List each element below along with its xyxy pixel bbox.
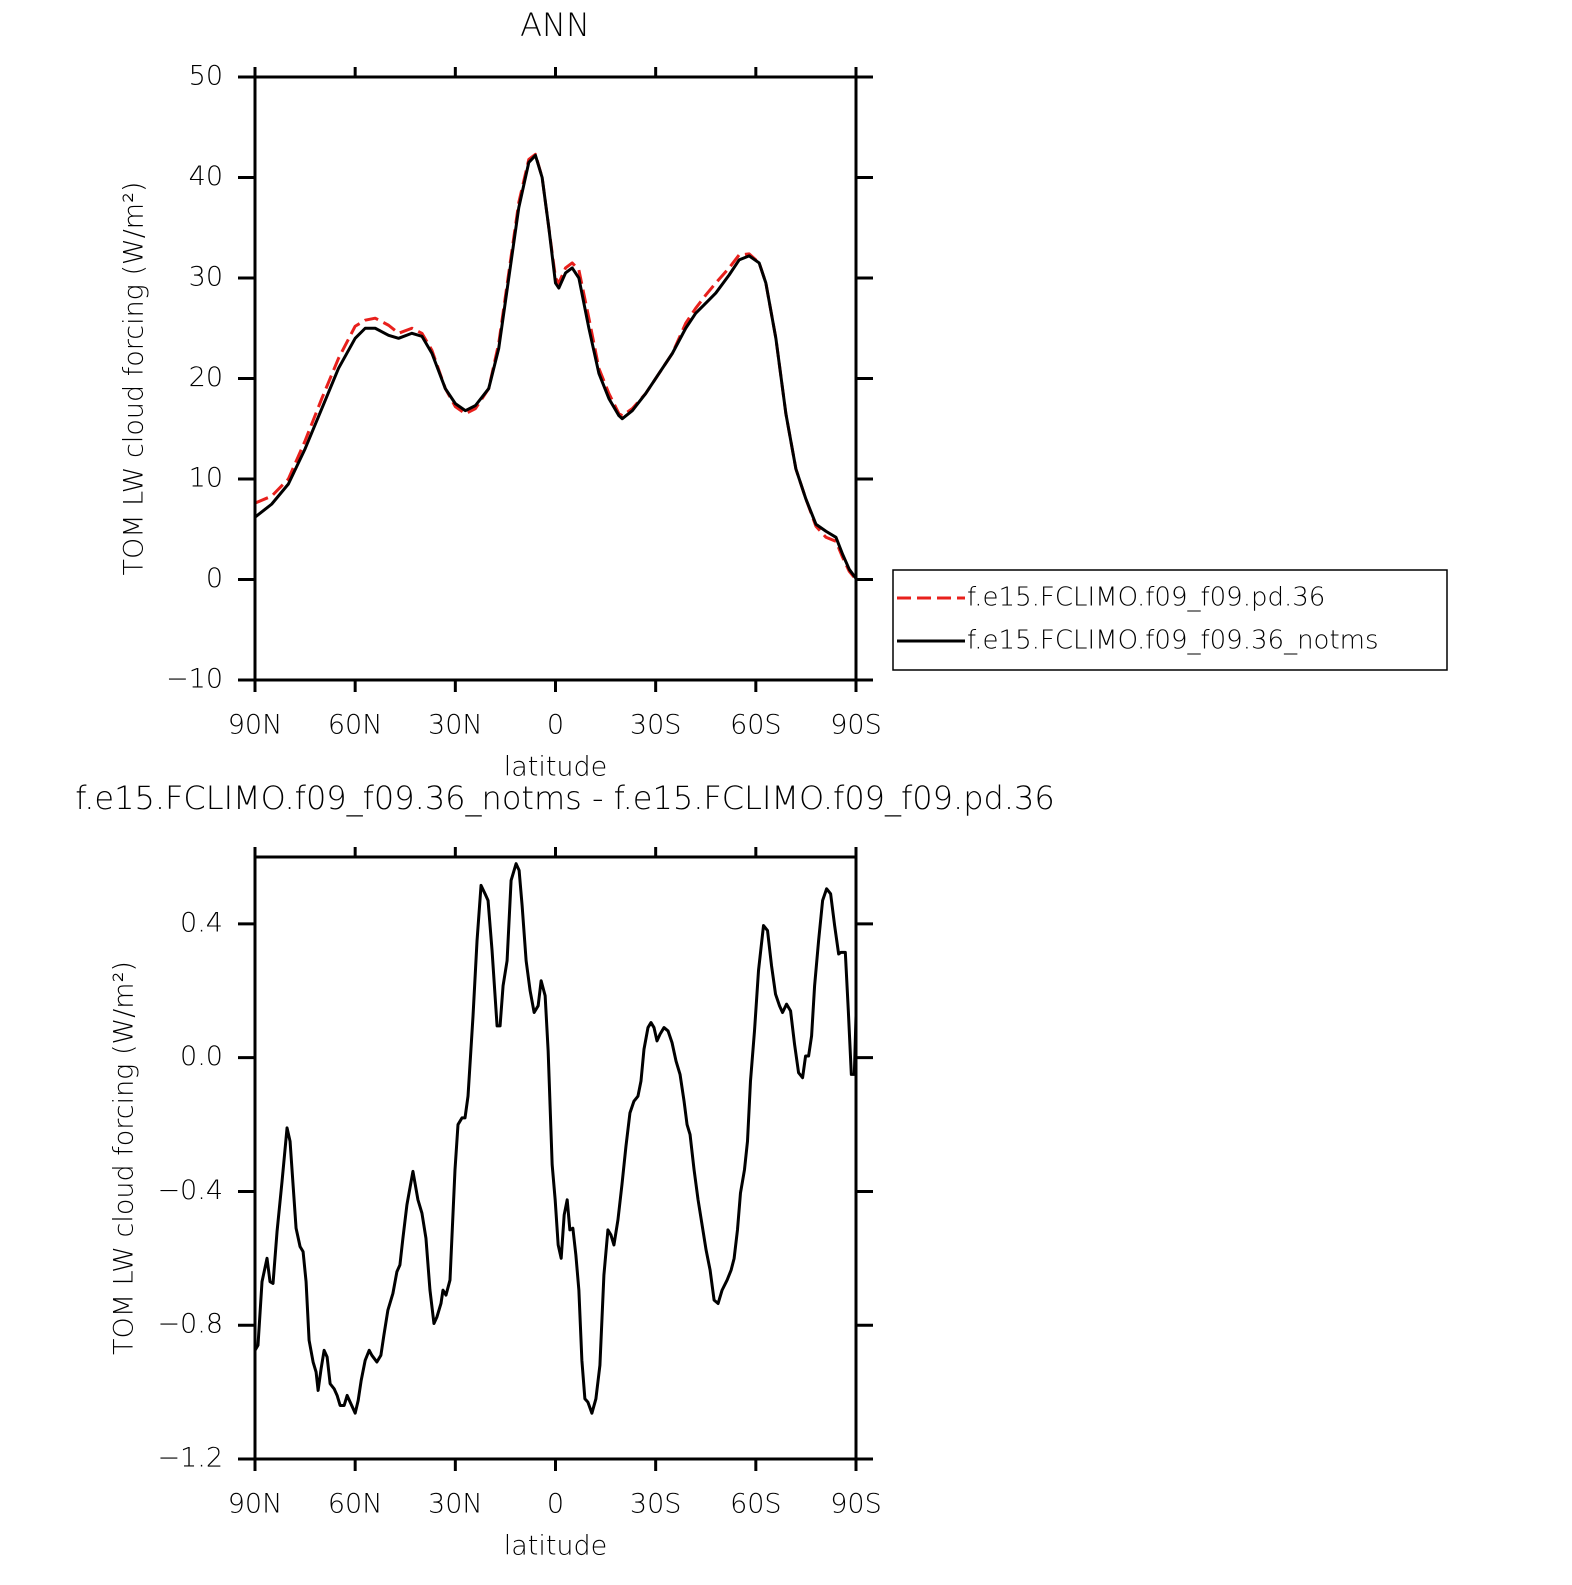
chart-title: ANN [520,6,590,44]
plot-frame [253,75,858,682]
y-tick-label: −1.2 [157,1443,223,1474]
legend-label: f.e15.FCLIMO.f09_f09.pd.36 [967,583,1325,613]
x-tick-label: 60N [328,710,383,741]
y-tick-label: 20 [189,362,223,393]
y-tick-label: 0.0 [180,1041,223,1072]
x-tick-label: 30S [630,1489,682,1520]
x-tick-label: 90S [830,1489,882,1520]
data-line [254,153,858,580]
x-tick-label: 0 [547,1489,564,1520]
y-tick-label: 40 [189,161,223,192]
legend: f.e15.FCLIMO.f09_f09.pd.36 f.e15.FCLIMO.f… [892,569,1448,671]
y-tick-label: 0.4 [180,907,223,938]
y-tick-label: 10 [189,463,223,494]
x-tick-label: 60S [730,710,782,741]
y-tick-label: 50 [189,61,223,92]
data-line [254,152,858,581]
x-tick-label: 90N [228,1489,283,1520]
data-line [253,862,858,1415]
x-tick-label: 60S [730,1489,782,1520]
x-axis-label: latitude [504,1531,608,1562]
legend-box [892,569,1448,671]
legend-label: f.e15.FCLIMO.f09_f09.36_notms [967,626,1379,656]
x-axis-label: latitude [504,752,608,783]
y-axis-label: TOM LW cloud forcing (W/m²) [119,182,150,576]
y-tick-label: −10 [166,664,223,695]
y-tick-label: −0.8 [157,1309,223,1340]
y-tick-label: −0.4 [157,1175,223,1206]
x-tick-label: 30N [428,1489,483,1520]
y-axis-label: TOM LW cloud forcing (W/m²) [109,961,140,1355]
x-tick-label: 60N [328,1489,383,1520]
chart-title: f.e15.FCLIMO.f09_f09.36_notms - f.e15.FC… [75,779,1054,817]
y-tick-label: 30 [189,262,223,293]
plot-frame [253,855,858,1461]
x-tick-label: 0 [547,710,564,741]
x-tick-label: 90N [228,710,283,741]
x-tick-label: 30N [428,710,483,741]
x-tick-label: 30S [630,710,682,741]
y-tick-label: 0 [206,563,223,594]
x-tick-label: 90S [830,710,882,741]
